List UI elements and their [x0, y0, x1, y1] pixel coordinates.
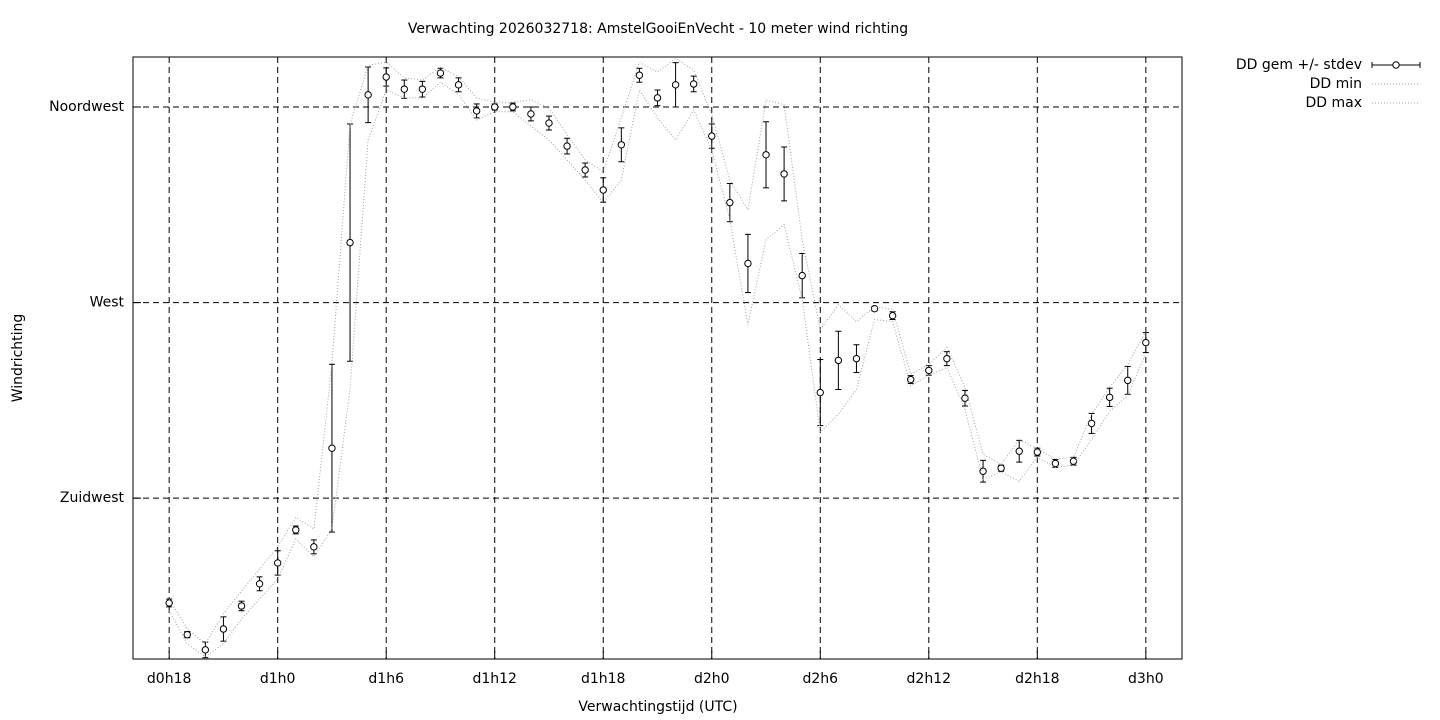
point — [726, 198, 734, 207]
plot-frame — [132, 56, 1183, 660]
range-line — [168, 57, 1147, 645]
x-axis-label: Verwachtingstijd (UTC) — [578, 699, 737, 715]
point — [509, 103, 517, 111]
point — [689, 80, 698, 88]
range-line — [168, 81, 1147, 658]
point — [219, 625, 228, 633]
x-tick-label: d2h12 — [907, 671, 951, 687]
x-tick-label: d3h0 — [1128, 671, 1164, 687]
point — [273, 559, 282, 567]
point — [255, 580, 264, 588]
point — [852, 354, 861, 363]
point — [1069, 457, 1078, 465]
x-tick-label: d1h0 — [260, 671, 296, 687]
point — [979, 467, 987, 475]
legend-label: DD min — [1310, 76, 1362, 92]
point — [762, 151, 770, 159]
point — [653, 94, 662, 102]
point — [563, 142, 571, 150]
point — [798, 271, 806, 280]
y-tick-label: Noordwest — [49, 99, 124, 115]
point — [165, 599, 173, 607]
point — [382, 73, 390, 81]
point — [1015, 447, 1023, 455]
x-tick-label: d2h6 — [802, 671, 838, 687]
point — [1033, 448, 1042, 456]
point — [744, 259, 752, 268]
x-tick-label: d1h6 — [368, 671, 404, 687]
point — [1142, 338, 1150, 347]
chart-title: Verwachting 2026032718: AmstelGooiEnVech… — [408, 21, 908, 37]
legend-sample — [1392, 61, 1400, 69]
point — [364, 91, 372, 99]
y-axis-label: Windrichting — [10, 314, 26, 403]
point — [418, 85, 427, 93]
point — [237, 602, 246, 610]
point — [545, 119, 553, 127]
point — [346, 238, 354, 247]
x-tick-label: d1h18 — [581, 671, 625, 687]
point — [454, 81, 463, 89]
point — [943, 354, 951, 363]
point — [997, 464, 1005, 472]
point — [491, 103, 499, 111]
x-tick-label: d0h18 — [147, 671, 191, 687]
y-tick-label: Zuidwest — [60, 490, 125, 506]
point — [961, 394, 969, 402]
point — [1105, 393, 1114, 402]
legend-label: DD gem +/- stdev — [1236, 57, 1362, 73]
point — [1051, 459, 1060, 468]
point — [328, 444, 336, 452]
point — [1124, 376, 1132, 385]
x-tick-label: d1h12 — [472, 671, 516, 687]
legend-label: DD max — [1305, 95, 1362, 111]
point — [183, 630, 191, 639]
point — [708, 132, 716, 140]
point — [527, 110, 535, 118]
point — [436, 69, 445, 77]
point — [201, 646, 210, 654]
point — [617, 141, 626, 149]
point — [599, 186, 607, 194]
point — [925, 366, 933, 375]
x-tick-label: d2h0 — [694, 671, 730, 687]
point — [888, 311, 897, 320]
point — [292, 526, 300, 534]
point — [671, 81, 680, 89]
point — [635, 71, 644, 79]
point — [400, 85, 408, 93]
point — [581, 166, 589, 174]
point — [472, 107, 481, 115]
point — [310, 543, 318, 551]
point — [816, 388, 824, 397]
y-tick-label: West — [90, 295, 125, 311]
point — [1087, 419, 1096, 428]
point — [834, 356, 843, 365]
point — [780, 170, 788, 178]
point — [907, 375, 915, 384]
x-tick-label: d2h18 — [1015, 671, 1059, 687]
